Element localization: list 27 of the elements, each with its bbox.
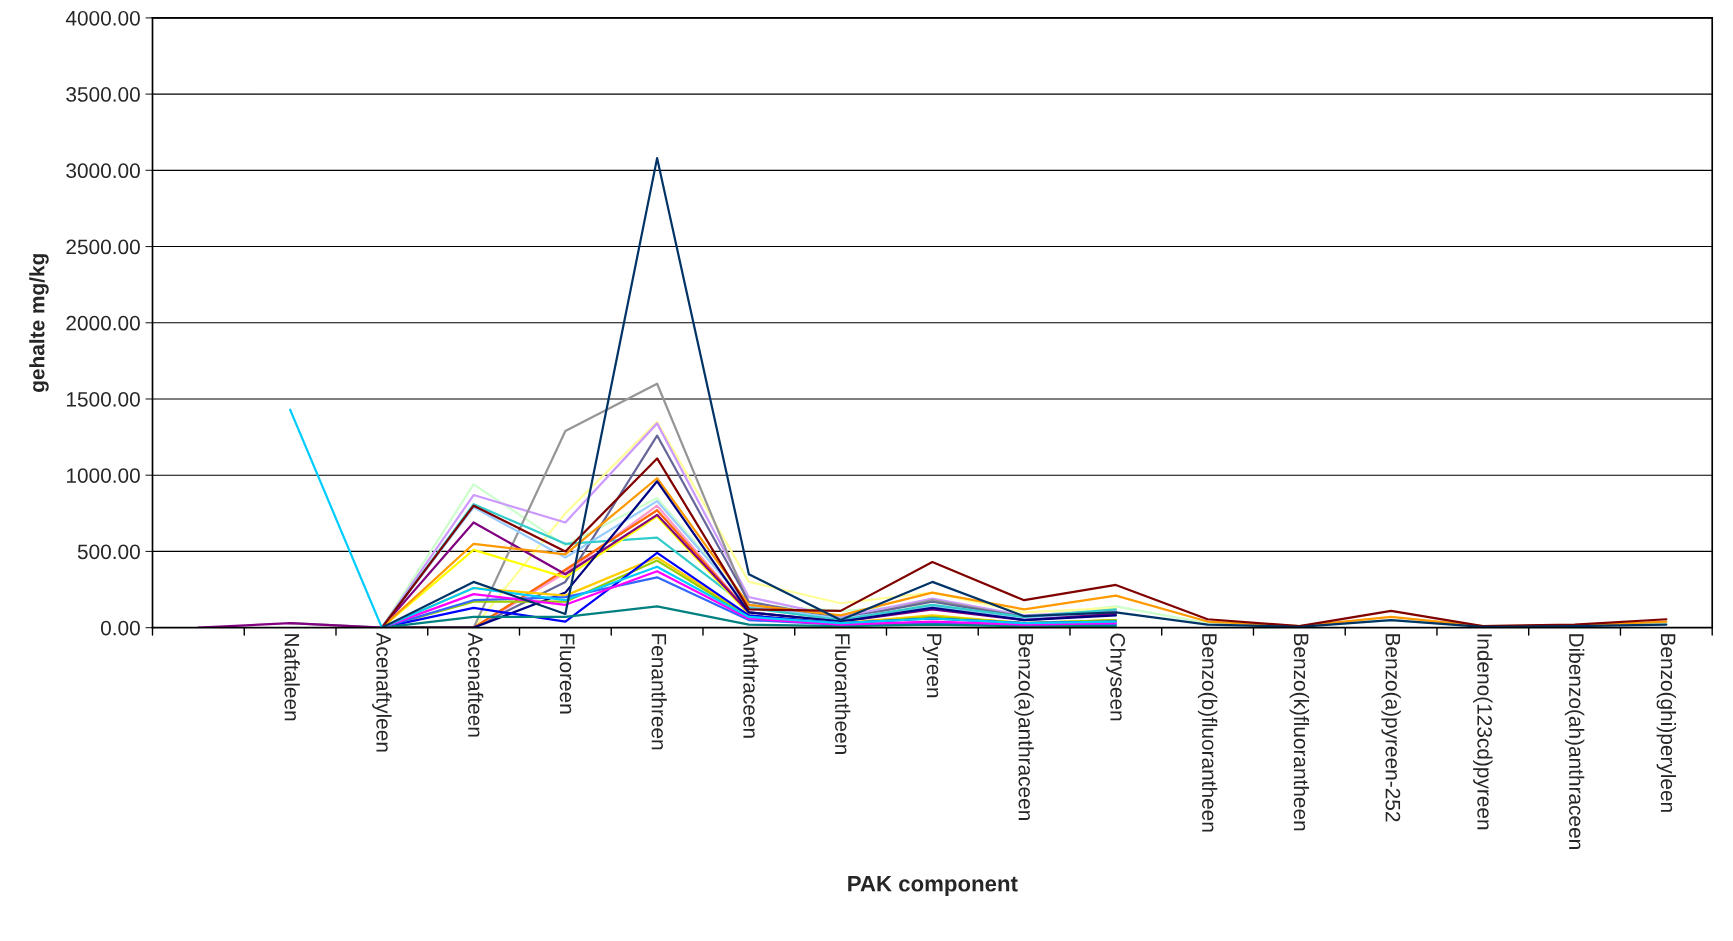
y-tick-label: 1500.00	[66, 391, 140, 407]
y-tick-label: 3000.00	[66, 163, 140, 179]
x-tick-label: Anthraceen	[743, 632, 759, 738]
x-tick-label: Acenafteen	[468, 632, 484, 737]
x-tick-label: Dibenzo(ah)anthraceen	[1564, 634, 1585, 849]
y-tick-label: 2500.00	[66, 239, 140, 255]
x-tick-label: Benzo(a)anthraceen	[1014, 634, 1034, 820]
x-tick-label: Fluorantheen	[835, 634, 851, 754]
y-tick-label: 1000.00	[66, 468, 140, 483]
x-tick-label: Chryseen	[1106, 633, 1126, 721]
y-tick-label: 500.00	[77, 544, 140, 560]
x-tick-label: Fenanthreen	[651, 634, 667, 750]
x-tick-label: Acenaftyleen	[372, 632, 392, 752]
x-tick-label: Pyreen	[922, 634, 942, 698]
x-tick-label: Benzo(b)fluorantheen	[1197, 634, 1218, 832]
y-axis-title: gehalte mg/kg	[29, 254, 49, 392]
y-tick-label: 4000.00	[65, 10, 140, 26]
x-tick-label: Naftaleen	[284, 634, 300, 721]
x-axis-title: PAK component	[848, 876, 1018, 896]
y-tick-label: 3500.00	[66, 87, 140, 102]
x-tick-label: Benzo(ghi)peryleen	[1656, 634, 1677, 812]
x-tick-label: Fluoreen	[559, 634, 576, 714]
y-tick-label: 2000.00	[66, 315, 140, 331]
x-tick-label: Indeno(123cd)pyreen	[1473, 634, 1493, 830]
x-tick-label: Benzo(k)fluorantheen	[1289, 634, 1310, 831]
y-tick-label: 0.00	[100, 620, 140, 636]
x-tick-label: Benzo(a)pyreen-252	[1381, 634, 1401, 822]
